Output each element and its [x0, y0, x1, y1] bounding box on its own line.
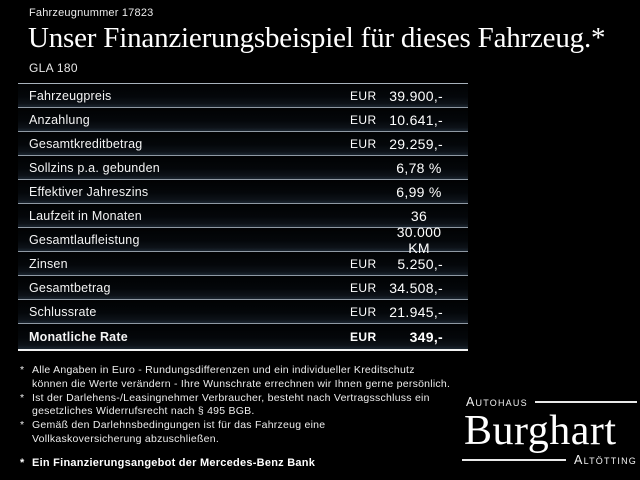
logo-top-row: Autohaus [462, 395, 637, 409]
footnote-item: * Alle Angaben in Euro - Rundungsdifferen… [20, 364, 490, 392]
row-value: 10.641,- [389, 111, 443, 128]
bank-note: * Ein Finanzierungsangebot der Mercedes-… [20, 457, 315, 469]
row-currency: EUR [350, 280, 377, 295]
row-currency: EUR [350, 329, 377, 344]
footnote-text: Ist der Darlehens-/Leasingnehmer Verbrau… [32, 392, 430, 420]
row-label: Laufzeit in Monaten [29, 208, 142, 223]
finance-row: Sollzins p.a. gebunden 6,78 % [18, 156, 468, 180]
row-value: 29.259,- [389, 135, 443, 152]
row-label: Schlussrate [29, 304, 97, 319]
footnote-text: Gemäß den Darlehnsbedingungen ist für da… [32, 419, 325, 447]
row-value: 6,99 % [396, 183, 442, 200]
dealer-logo: Autohaus Burghart Altötting [462, 395, 637, 467]
finance-row: Schlussrate EUR 21.945,- [18, 300, 468, 324]
page-header: Fahrzeugnummer 17823 Unser Finanzierungs… [28, 7, 606, 75]
row-value-group: EUR 39.900,- [350, 88, 468, 104]
finance-row: Zinsen EUR 5.250,- [18, 252, 468, 276]
page-title: Unser Finanzierungsbeispiel für dieses F… [28, 22, 606, 54]
row-label: Fahrzeugpreis [29, 88, 112, 103]
row-value: 30.000 KM [396, 223, 442, 256]
row-value-group: EUR 5.250,- [350, 256, 468, 272]
footnote-item: * Ist der Darlehens-/Leasingnehmer Verbra… [20, 392, 490, 420]
finance-row: Monatliche Rate EUR 349,- [18, 324, 468, 351]
row-label: Zinsen [29, 256, 68, 271]
row-value-group: EUR 29.259,- [350, 136, 468, 152]
footnotes: * Alle Angaben in Euro - Rundungsdifferen… [20, 364, 490, 447]
footnote-line: können die Werte verändern - Ihre Wunsch… [32, 377, 451, 390]
footnote-marker: * [20, 364, 25, 376]
footnote-line: Vollkaskoversicherung abzuschließen. [32, 432, 220, 445]
logo-top-rule [534, 401, 637, 403]
row-value: 349,- [409, 328, 443, 345]
row-value: 36 [410, 207, 428, 224]
row-label: Monatliche Rate [29, 329, 128, 344]
logo-autohaus-label: Autohaus [466, 395, 528, 409]
row-value-group: 30.000 KM [350, 224, 468, 256]
footnote-marker: * [20, 457, 25, 469]
row-value: 34.508,- [389, 279, 443, 296]
footnote-line: Gemäß den Darlehnsbedingungen ist für da… [32, 419, 326, 432]
footnote-text: Alle Angaben in Euro - Rundungsdifferenz… [32, 364, 450, 392]
row-label: Sollzins p.a. gebunden [29, 160, 160, 175]
logo-bottom-rule [462, 459, 567, 461]
row-value-group: EUR 349,- [350, 329, 468, 345]
row-currency: EUR [350, 136, 377, 151]
row-currency: EUR [350, 88, 377, 103]
row-value: 6,78 % [396, 159, 442, 176]
footnote-line: Ist der Darlehens-/Leasingnehmer Verbrau… [32, 391, 430, 404]
row-currency: EUR [350, 112, 377, 127]
footnote-marker: * [20, 391, 25, 404]
financing-table: Fahrzeugpreis EUR 39.900,- Anzahlung EUR 10.6… [18, 83, 468, 351]
row-label: Effektiver Jahreszins [29, 184, 149, 199]
row-value-group: EUR 34.508,- [350, 280, 468, 296]
finance-row: Gesamtbetrag EUR 34.508,- [18, 276, 468, 300]
row-value: 39.900,- [389, 87, 443, 104]
footnote-marker: * [20, 419, 25, 432]
row-value: 21.945,- [389, 303, 443, 320]
bank-note-text: Ein Finanzierungsangebot der Mercedes-Be… [32, 457, 316, 469]
row-label: Gesamtbetrag [29, 280, 111, 295]
finance-row: Laufzeit in Monaten 36 [18, 204, 468, 228]
row-label: Gesamtkreditbetrag [29, 136, 143, 151]
footnote-line: gesetzliches Widerrufsrecht nach § 495 B… [32, 405, 255, 418]
vehicle-number: Fahrzeugnummer 17823 [29, 7, 154, 19]
row-currency: EUR [350, 256, 377, 271]
finance-row: Gesamtlaufleistung 30.000 KM [18, 224, 468, 256]
footnote-line: Alle Angaben in Euro - Rundungsdifferenz… [32, 364, 415, 376]
row-label: Anzahlung [29, 112, 90, 127]
footnote-item: * Gemäß den Darlehnsbedingungen ist für d… [20, 419, 490, 447]
row-value-group: EUR 10.641,- [350, 112, 468, 128]
row-label: Gesamtlaufleistung [29, 232, 140, 247]
logo-city-label: Altötting [574, 453, 637, 467]
row-currency: EUR [350, 304, 377, 319]
finance-row: Anzahlung EUR 10.641,- [18, 108, 468, 132]
logo-dealer-name: Burghart [464, 408, 617, 454]
row-value-group: 6,99 % [350, 184, 468, 200]
finance-row: Fahrzeugpreis EUR 39.900,- [18, 84, 468, 108]
finance-row: Effektiver Jahreszins 6,99 % [18, 180, 468, 204]
vehicle-model: GLA 180 [29, 61, 78, 75]
row-value-group: 36 [350, 208, 468, 224]
row-value-group: 6,78 % [350, 160, 468, 176]
finance-row: Gesamtkreditbetrag EUR 29.259,- [18, 132, 468, 156]
row-value: 5.250,- [397, 255, 443, 272]
row-value-group: EUR 21.945,- [350, 304, 468, 320]
logo-bottom-row: Altötting [462, 453, 637, 467]
